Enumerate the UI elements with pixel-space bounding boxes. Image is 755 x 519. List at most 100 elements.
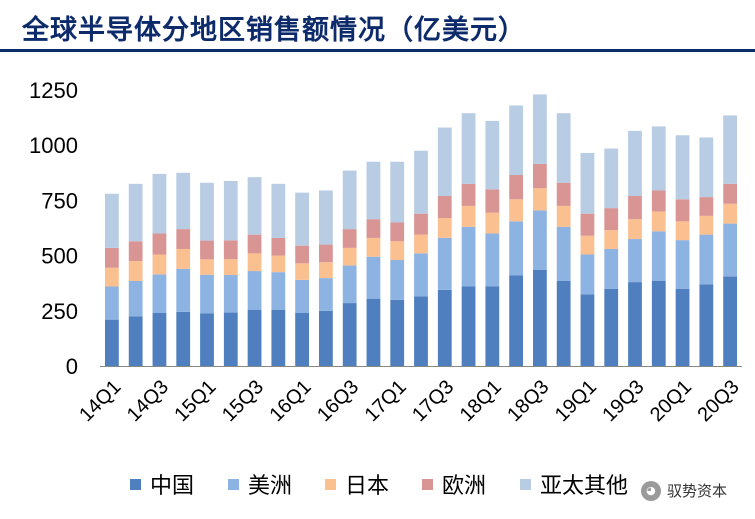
bar-segment xyxy=(414,296,428,366)
bar-segment xyxy=(509,105,524,176)
bar-segment xyxy=(271,183,286,238)
legend-label: 日本 xyxy=(345,474,389,499)
bar-segment xyxy=(342,170,357,230)
bar-segment xyxy=(152,254,167,275)
bar-segment xyxy=(532,94,547,164)
bar-segment xyxy=(223,180,238,241)
x-tick-label: 20Q3 xyxy=(693,376,743,426)
bar-segment xyxy=(628,219,642,240)
bar-segment xyxy=(437,237,452,290)
bar-segment xyxy=(699,284,714,366)
bar-segment xyxy=(200,313,214,366)
bar-segment xyxy=(604,208,619,231)
bar-segment xyxy=(318,310,333,366)
x-tick-label: 15Q1 xyxy=(170,376,220,426)
bar-segment xyxy=(104,193,119,248)
bar-segment xyxy=(485,120,500,190)
bar-segment xyxy=(366,256,381,299)
bar-segment xyxy=(295,279,310,314)
bar-segment xyxy=(414,150,428,214)
bar-segment xyxy=(532,269,547,366)
bar-segment xyxy=(318,190,333,245)
bar-segment xyxy=(176,229,191,249)
x-tick-label: 17Q3 xyxy=(408,376,458,426)
legend-label: 美洲 xyxy=(248,474,292,499)
x-tick-label: 19Q1 xyxy=(551,376,601,426)
y-tick-label: 750 xyxy=(41,188,78,213)
bar-segment xyxy=(390,222,405,242)
bar-segment xyxy=(271,237,286,256)
x-tick-label: 19Q3 xyxy=(598,376,648,426)
bar-segment xyxy=(366,219,381,238)
bar-segment xyxy=(318,262,333,279)
bar-segment xyxy=(104,247,119,268)
bar-segment xyxy=(366,298,381,366)
bar-segment xyxy=(366,161,381,220)
bar-segment xyxy=(414,213,428,235)
x-tick-label: 20Q1 xyxy=(646,376,696,426)
bar-segment xyxy=(104,267,119,287)
bar-segment xyxy=(628,195,642,220)
legend-swatch xyxy=(325,479,336,490)
bar-segment xyxy=(604,148,619,209)
bar-segment xyxy=(556,280,571,366)
bar-segment xyxy=(152,274,167,314)
bar-segment xyxy=(580,213,595,236)
wechat-logo-icon: ◕ xyxy=(640,480,661,501)
bar-segment xyxy=(509,175,524,200)
bar-segment xyxy=(128,280,143,317)
bar-segment xyxy=(437,127,452,196)
bar-segment xyxy=(200,274,214,314)
bar-segment xyxy=(152,173,167,234)
bar-segment xyxy=(128,183,143,242)
x-tick-label: 16Q3 xyxy=(313,376,363,426)
bar-segment xyxy=(723,203,738,224)
x-tick-label: 15Q3 xyxy=(218,376,268,426)
bar-segment xyxy=(128,261,143,281)
title-underline xyxy=(0,49,755,52)
bar-segment xyxy=(366,237,381,257)
bar-segment xyxy=(580,235,595,255)
bar-segment xyxy=(176,248,191,269)
bar-segment xyxy=(651,231,666,281)
bar-segment xyxy=(628,130,642,196)
bar-segment xyxy=(461,183,476,206)
bar-segment xyxy=(128,316,143,366)
bar-segment xyxy=(509,275,524,366)
bar-segment xyxy=(580,254,595,295)
bar-segment xyxy=(723,115,738,184)
bar-segment xyxy=(461,205,476,227)
bar-segment xyxy=(580,152,595,214)
bar-segment xyxy=(247,177,262,235)
bar-segment xyxy=(128,241,143,262)
bar-segment xyxy=(271,272,286,310)
bar-segment xyxy=(628,239,642,283)
bar-segment xyxy=(532,210,547,270)
bar-segment xyxy=(651,126,666,191)
bar-segment xyxy=(628,282,642,366)
x-tick-label: 18Q1 xyxy=(456,376,506,426)
bar-segment xyxy=(342,265,357,304)
bar-segment xyxy=(485,233,500,287)
chart-title: 全球半导体分地区销售额情况（亿美元） xyxy=(22,15,526,46)
bar-segment xyxy=(699,234,714,285)
bar-segment xyxy=(461,113,476,184)
legend-label: 中国 xyxy=(150,474,194,499)
bar-segment xyxy=(675,288,690,366)
bar-segment xyxy=(723,276,738,366)
bar-segment xyxy=(342,229,357,248)
bar-segment xyxy=(247,271,262,310)
bar-segment xyxy=(556,113,571,183)
legend-label: 亚太其他 xyxy=(540,474,628,499)
bar-segment xyxy=(247,253,262,272)
bar-segment xyxy=(318,244,333,263)
legend-swatch xyxy=(228,479,239,490)
bar-segment xyxy=(223,259,238,276)
legend-swatch xyxy=(130,479,141,490)
bar-segment xyxy=(271,309,286,366)
bar-segment xyxy=(342,247,357,266)
x-tick-label: 16Q1 xyxy=(265,376,315,426)
watermark: ◕ 驭势资本 xyxy=(640,480,727,501)
bar-segment xyxy=(200,182,214,241)
